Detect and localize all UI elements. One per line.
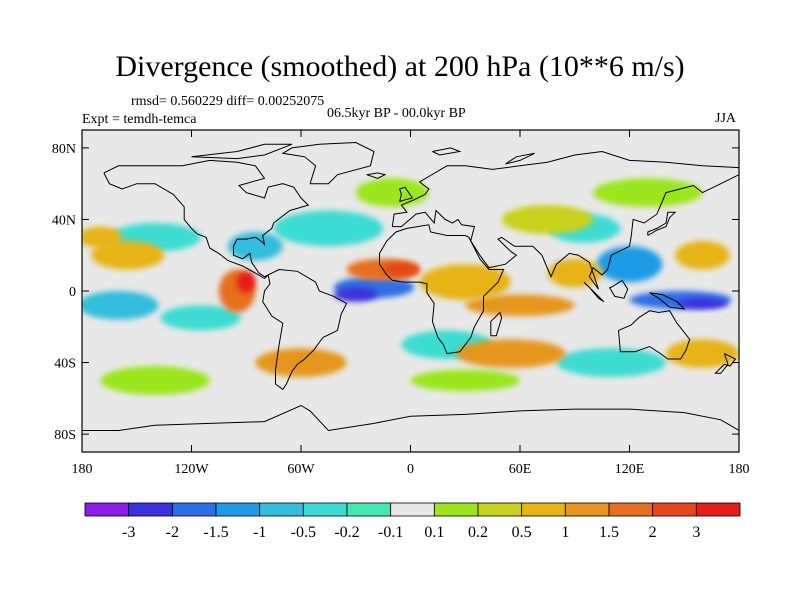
lon-tick-label: 180 xyxy=(729,462,750,477)
coastline xyxy=(608,279,629,299)
lon-tick-label: 0 xyxy=(407,462,414,477)
colorbar-label: -1.5 xyxy=(203,524,228,541)
coastline xyxy=(583,281,605,303)
colorbar-swatch xyxy=(521,502,566,517)
lat-tick-label: 0 xyxy=(69,285,76,300)
field-blob xyxy=(91,240,165,270)
field-blob xyxy=(547,258,603,288)
colorbar-swatch xyxy=(84,502,130,517)
field-blob xyxy=(160,305,241,331)
colorbar-label: -0.5 xyxy=(291,524,316,541)
coastline xyxy=(391,150,739,290)
coastline xyxy=(379,224,505,355)
lon-tick-label: 60E xyxy=(509,462,532,477)
colorbar-label: 2 xyxy=(649,524,657,541)
field-blob xyxy=(410,369,520,392)
colorbar-label: 1.5 xyxy=(599,524,619,541)
coastline xyxy=(103,159,310,280)
colorbar-swatch xyxy=(608,502,654,517)
chart-title: Divergence (smoothed) at 200 hPa (10**6 … xyxy=(115,50,685,83)
field-blob xyxy=(675,240,730,270)
colorbar-label: -0.2 xyxy=(334,524,359,541)
coastline xyxy=(505,152,535,165)
field-blob xyxy=(593,178,703,207)
coastline xyxy=(191,143,293,160)
lon-tick-label: 120E xyxy=(615,462,645,477)
coastline xyxy=(490,311,503,337)
field-blob xyxy=(82,226,123,249)
lat-tick-label: 40S xyxy=(54,357,76,372)
experiment-label: Expt = temdh-temca xyxy=(82,112,197,127)
colorbar-swatch xyxy=(215,502,261,517)
field-blob xyxy=(273,210,384,247)
colorbar-label: 0.1 xyxy=(424,524,444,541)
colorbar-swatch xyxy=(564,502,610,517)
colorbar-swatch xyxy=(171,502,217,517)
coastline xyxy=(714,353,737,374)
field-blob xyxy=(383,262,420,277)
lat-tick-label: 80N xyxy=(52,142,76,157)
field-blob xyxy=(82,291,159,320)
field-blob xyxy=(333,287,378,302)
colorbar-label: 0.2 xyxy=(468,524,488,541)
field-blob xyxy=(456,339,566,368)
colorbar-label: 3 xyxy=(692,524,700,541)
colorbar-swatch xyxy=(695,502,741,517)
field-blob xyxy=(237,271,256,293)
divergence-field xyxy=(82,178,739,395)
colorbar-label: -0.1 xyxy=(378,524,403,541)
longitude-axis: 180 120W 60W 0 60E 120E 180 xyxy=(72,130,750,477)
coastline xyxy=(366,172,387,179)
period-label: 06.5kyr BP - 00.0kyr BP xyxy=(327,106,466,121)
field-blob xyxy=(419,264,511,300)
coastline xyxy=(262,268,348,391)
field-blob xyxy=(501,205,593,234)
coastline xyxy=(649,292,686,310)
colorbar-swatch xyxy=(302,502,348,517)
colorbar-swatch xyxy=(346,502,392,517)
colorbar-swatch xyxy=(477,502,523,517)
latitude-axis: 80N 40N 0 40S 80S xyxy=(52,142,739,443)
coastline xyxy=(398,186,414,203)
colorbar-swatch xyxy=(128,502,173,517)
coastline xyxy=(432,147,462,156)
colorbar-swatch xyxy=(390,502,435,517)
field-blob xyxy=(100,366,210,395)
field-blob xyxy=(666,339,739,368)
lon-tick-label: 180 xyxy=(72,462,93,477)
field-blob xyxy=(465,294,575,317)
field-blob xyxy=(676,298,729,309)
coastline xyxy=(281,141,375,185)
colorbar-label: -2 xyxy=(166,524,179,541)
colorbar-swatch xyxy=(259,502,304,517)
field-blob xyxy=(355,178,429,207)
lon-tick-label: 60W xyxy=(287,462,315,477)
field-blob xyxy=(556,348,666,377)
coastline xyxy=(618,310,691,360)
colorbar-label: 1 xyxy=(561,524,569,541)
colorbar: -3 -2 -1.5 -1 -0.5 -0.2 -0.1 0.1 0.2 0.5 1 1.5 2 3 xyxy=(84,502,741,541)
colorbar-label: 0.5 xyxy=(512,524,532,541)
lat-tick-label: 80S xyxy=(54,428,76,443)
colorbar-label: -3 xyxy=(122,524,135,541)
coastlines xyxy=(82,141,739,432)
rmsd-diff-stats: rmsd= 0.560229 diff= 0.00252075 xyxy=(131,94,325,109)
coastline xyxy=(82,404,739,432)
colorbar-swatch xyxy=(433,502,479,517)
season-label: JJA xyxy=(715,111,737,126)
field-blob xyxy=(255,348,347,377)
lat-tick-label: 40N xyxy=(52,213,76,228)
coastline xyxy=(647,211,677,236)
field-blob xyxy=(596,246,663,283)
lon-tick-label: 120W xyxy=(174,462,209,477)
colorbar-label: -1 xyxy=(253,524,266,541)
colorbar-swatch xyxy=(652,502,697,517)
